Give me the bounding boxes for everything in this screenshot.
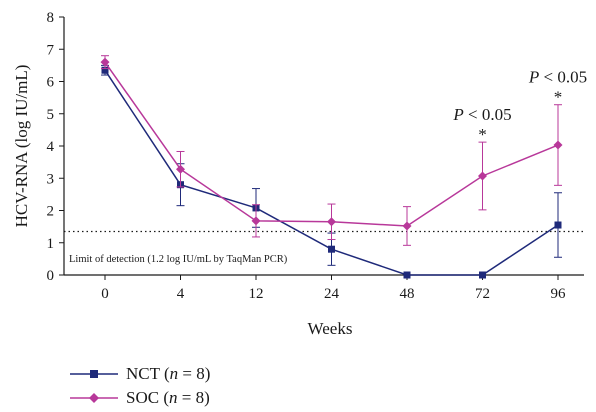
- y-axis-title: HCV-RNA (log IU/mL): [12, 65, 31, 228]
- y-tick-label: 2: [47, 204, 55, 220]
- data-point: [553, 140, 563, 150]
- significance-star: *: [554, 88, 563, 107]
- y-tick-label: 3: [47, 171, 55, 187]
- y-tick-label: 4: [47, 139, 55, 155]
- data-point: [176, 164, 185, 174]
- data-point: [554, 221, 562, 229]
- limit-of-detection-label: Limit of detection (1.2 log IU/mL by Taq…: [69, 254, 288, 265]
- x-axis-title: Weeks: [308, 319, 353, 338]
- x-tick-label: 72: [475, 286, 490, 302]
- chart-annotations: *P < 0.05*P < 0.05: [452, 68, 587, 144]
- p-value-label: P < 0.05: [528, 68, 587, 87]
- x-tick-label: 0: [101, 286, 109, 302]
- series-line: [104, 61, 559, 227]
- soc-legend-swatch: [70, 393, 118, 403]
- p-value-label: P < 0.05: [452, 105, 511, 124]
- legend-item-soc: SOC (n = 8): [70, 386, 210, 410]
- y-tick-label: 8: [47, 10, 55, 26]
- x-tick-label: 24: [324, 286, 340, 302]
- y-tick-label: 7: [47, 42, 55, 58]
- legend-item-nct: NCT (n = 8): [70, 362, 210, 386]
- y-tick-label: 5: [47, 107, 55, 123]
- data-point: [251, 216, 261, 226]
- data-point: [327, 217, 336, 227]
- data-point: [402, 221, 412, 231]
- significance-star: *: [478, 125, 487, 144]
- legend-label-soc: SOC (n = 8): [126, 388, 210, 407]
- legend-label-nct: NCT (n = 8): [126, 364, 211, 383]
- x-tick-label: 48: [400, 286, 415, 302]
- y-tick-label: 6: [47, 75, 55, 91]
- data-point: [403, 271, 411, 279]
- data-point: [101, 66, 109, 74]
- nct-legend-swatch: [70, 370, 118, 378]
- x-tick-label: 4: [177, 286, 185, 302]
- x-tick-label: 96: [551, 286, 567, 302]
- data-point: [328, 245, 335, 253]
- chart-series: [100, 55, 563, 279]
- y-tick-label: 0: [47, 268, 55, 284]
- x-tick-label: 12: [249, 286, 264, 302]
- y-tick-label: 1: [47, 236, 55, 252]
- series-soc: [100, 55, 563, 246]
- legend: NCT (n = 8) SOC (n = 8): [70, 362, 210, 410]
- data-point: [478, 171, 487, 181]
- data-point: [100, 57, 110, 67]
- data-point: [479, 271, 486, 279]
